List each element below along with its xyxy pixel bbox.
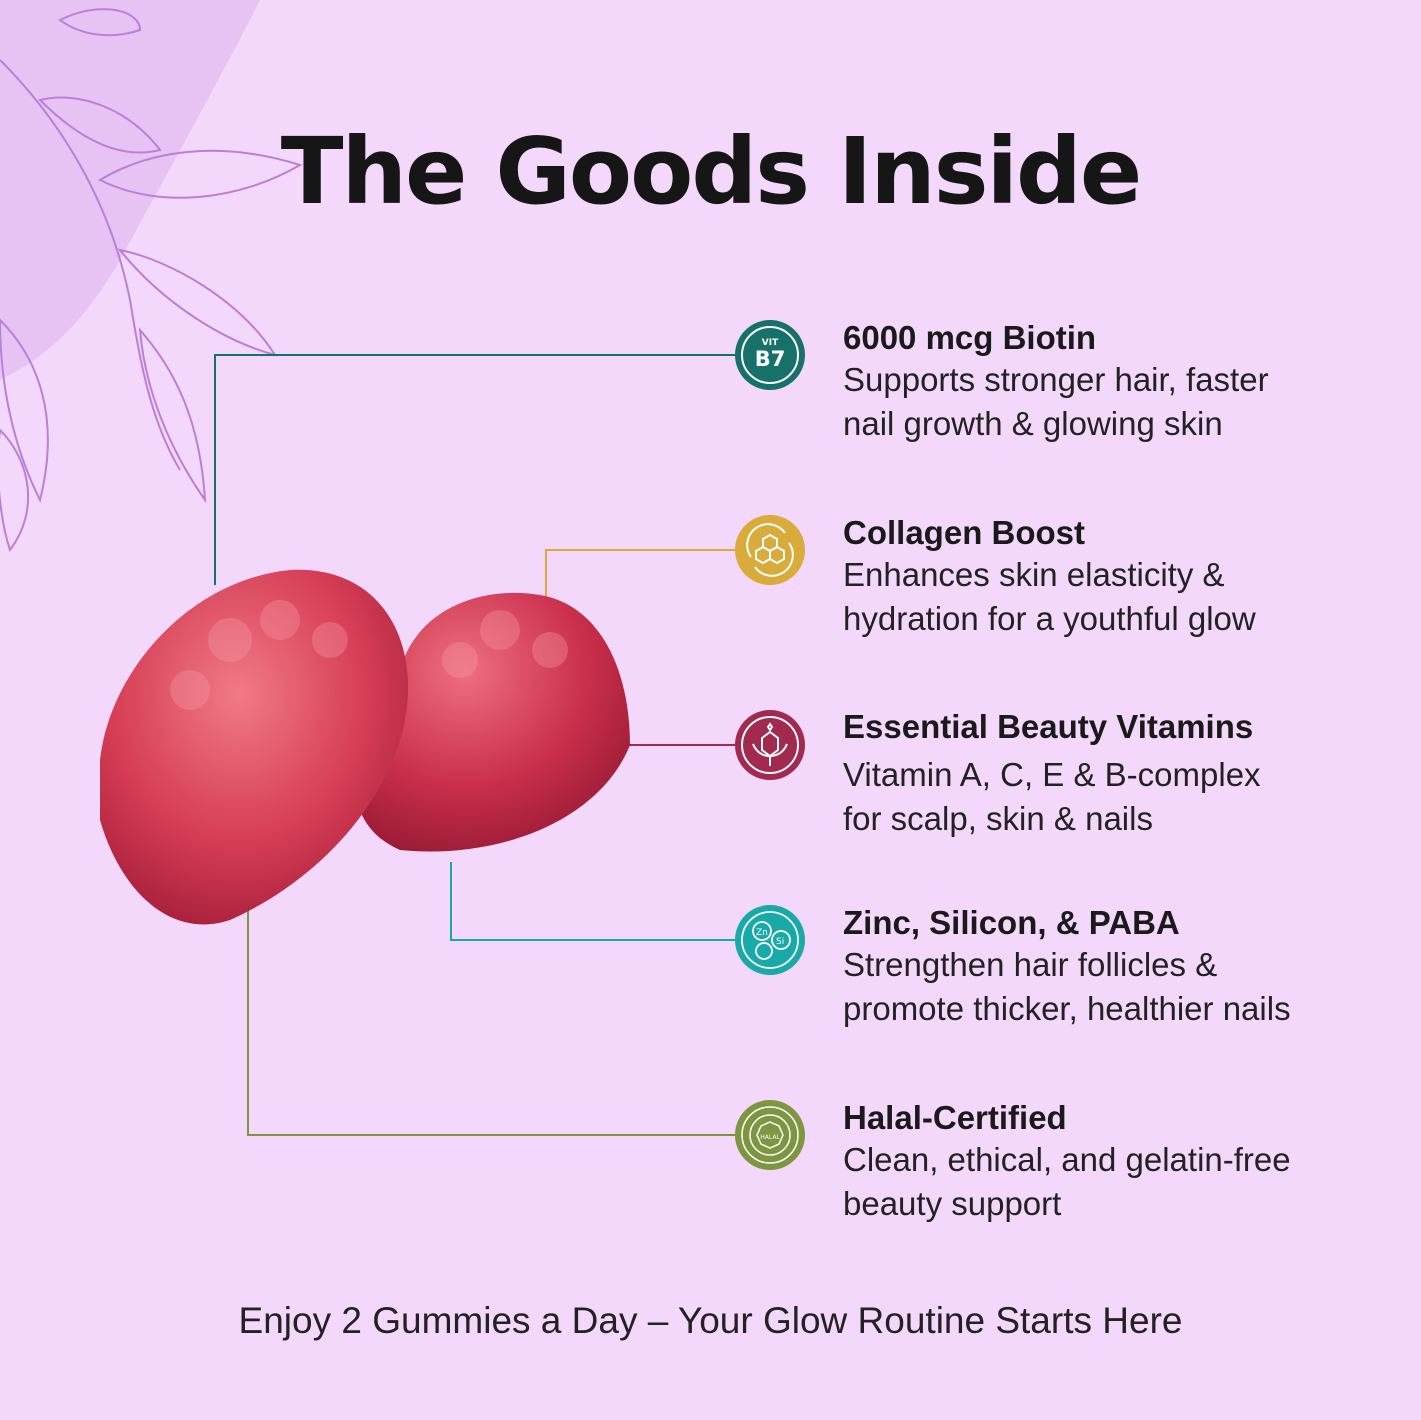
feature-zinc: Zinc, Silicon, & PABA Strengthen hair fo… bbox=[843, 903, 1291, 1031]
feature-title: Halal-Certified bbox=[843, 1099, 1067, 1136]
icon-text: Zn bbox=[756, 928, 768, 938]
feature-desc: Strengthen hair follicles & bbox=[843, 946, 1218, 983]
connector-zinc bbox=[450, 862, 735, 941]
icon-text: Si bbox=[776, 937, 784, 947]
icon-text: VIT bbox=[761, 338, 779, 348]
feature-collagen: Collagen Boost Enhances skin elasticity … bbox=[843, 513, 1256, 641]
flower-icon bbox=[735, 710, 805, 780]
feature-desc: beauty support bbox=[843, 1185, 1062, 1222]
icon-text: B7 bbox=[754, 347, 786, 371]
feature-desc: Vitamin A, C, E & B-complex bbox=[843, 756, 1261, 793]
feature-title: 6000 mcg Biotin bbox=[843, 319, 1097, 356]
page-title: The Goods Inside bbox=[280, 118, 1143, 225]
feature-desc: hydration for a youthful glow bbox=[843, 600, 1256, 637]
connector-halal bbox=[247, 885, 735, 1136]
connector-biotin bbox=[214, 354, 735, 585]
collagen-molecule-icon bbox=[735, 515, 805, 585]
feature-halal: Halal-Certified Clean, ethical, and gela… bbox=[843, 1098, 1291, 1226]
halal-seal-icon: HALAL bbox=[735, 1100, 805, 1170]
leaf-decoration bbox=[0, 0, 303, 553]
icon-text: HALAL bbox=[760, 1134, 780, 1141]
feature-desc: Enhances skin elasticity & bbox=[843, 556, 1225, 593]
connector-collagen bbox=[545, 549, 735, 600]
feature-vitamins: Essential Beauty Vitamins Vitamin A, C, … bbox=[843, 707, 1261, 841]
minerals-icon: Zn Si bbox=[735, 905, 805, 975]
feature-desc: nail growth & glowing skin bbox=[843, 405, 1223, 442]
feature-biotin: 6000 mcg Biotin Supports stronger hair, … bbox=[843, 318, 1269, 446]
footer-tagline: Enjoy 2 Gummies a Day – Your Glow Routin… bbox=[238, 1300, 1183, 1341]
gummies-image bbox=[100, 569, 630, 925]
feature-desc: promote thicker, healthier nails bbox=[843, 990, 1291, 1027]
feature-desc: Clean, ethical, and gelatin-free bbox=[843, 1141, 1291, 1178]
feature-title: Zinc, Silicon, & PABA bbox=[843, 904, 1180, 941]
feature-title: Collagen Boost bbox=[843, 514, 1086, 551]
feature-title: Essential Beauty Vitamins bbox=[843, 708, 1254, 745]
vitamin-b7-icon: VIT B7 bbox=[735, 320, 805, 390]
feature-desc: Supports stronger hair, faster bbox=[843, 361, 1269, 398]
feature-desc: for scalp, skin & nails bbox=[843, 800, 1153, 837]
